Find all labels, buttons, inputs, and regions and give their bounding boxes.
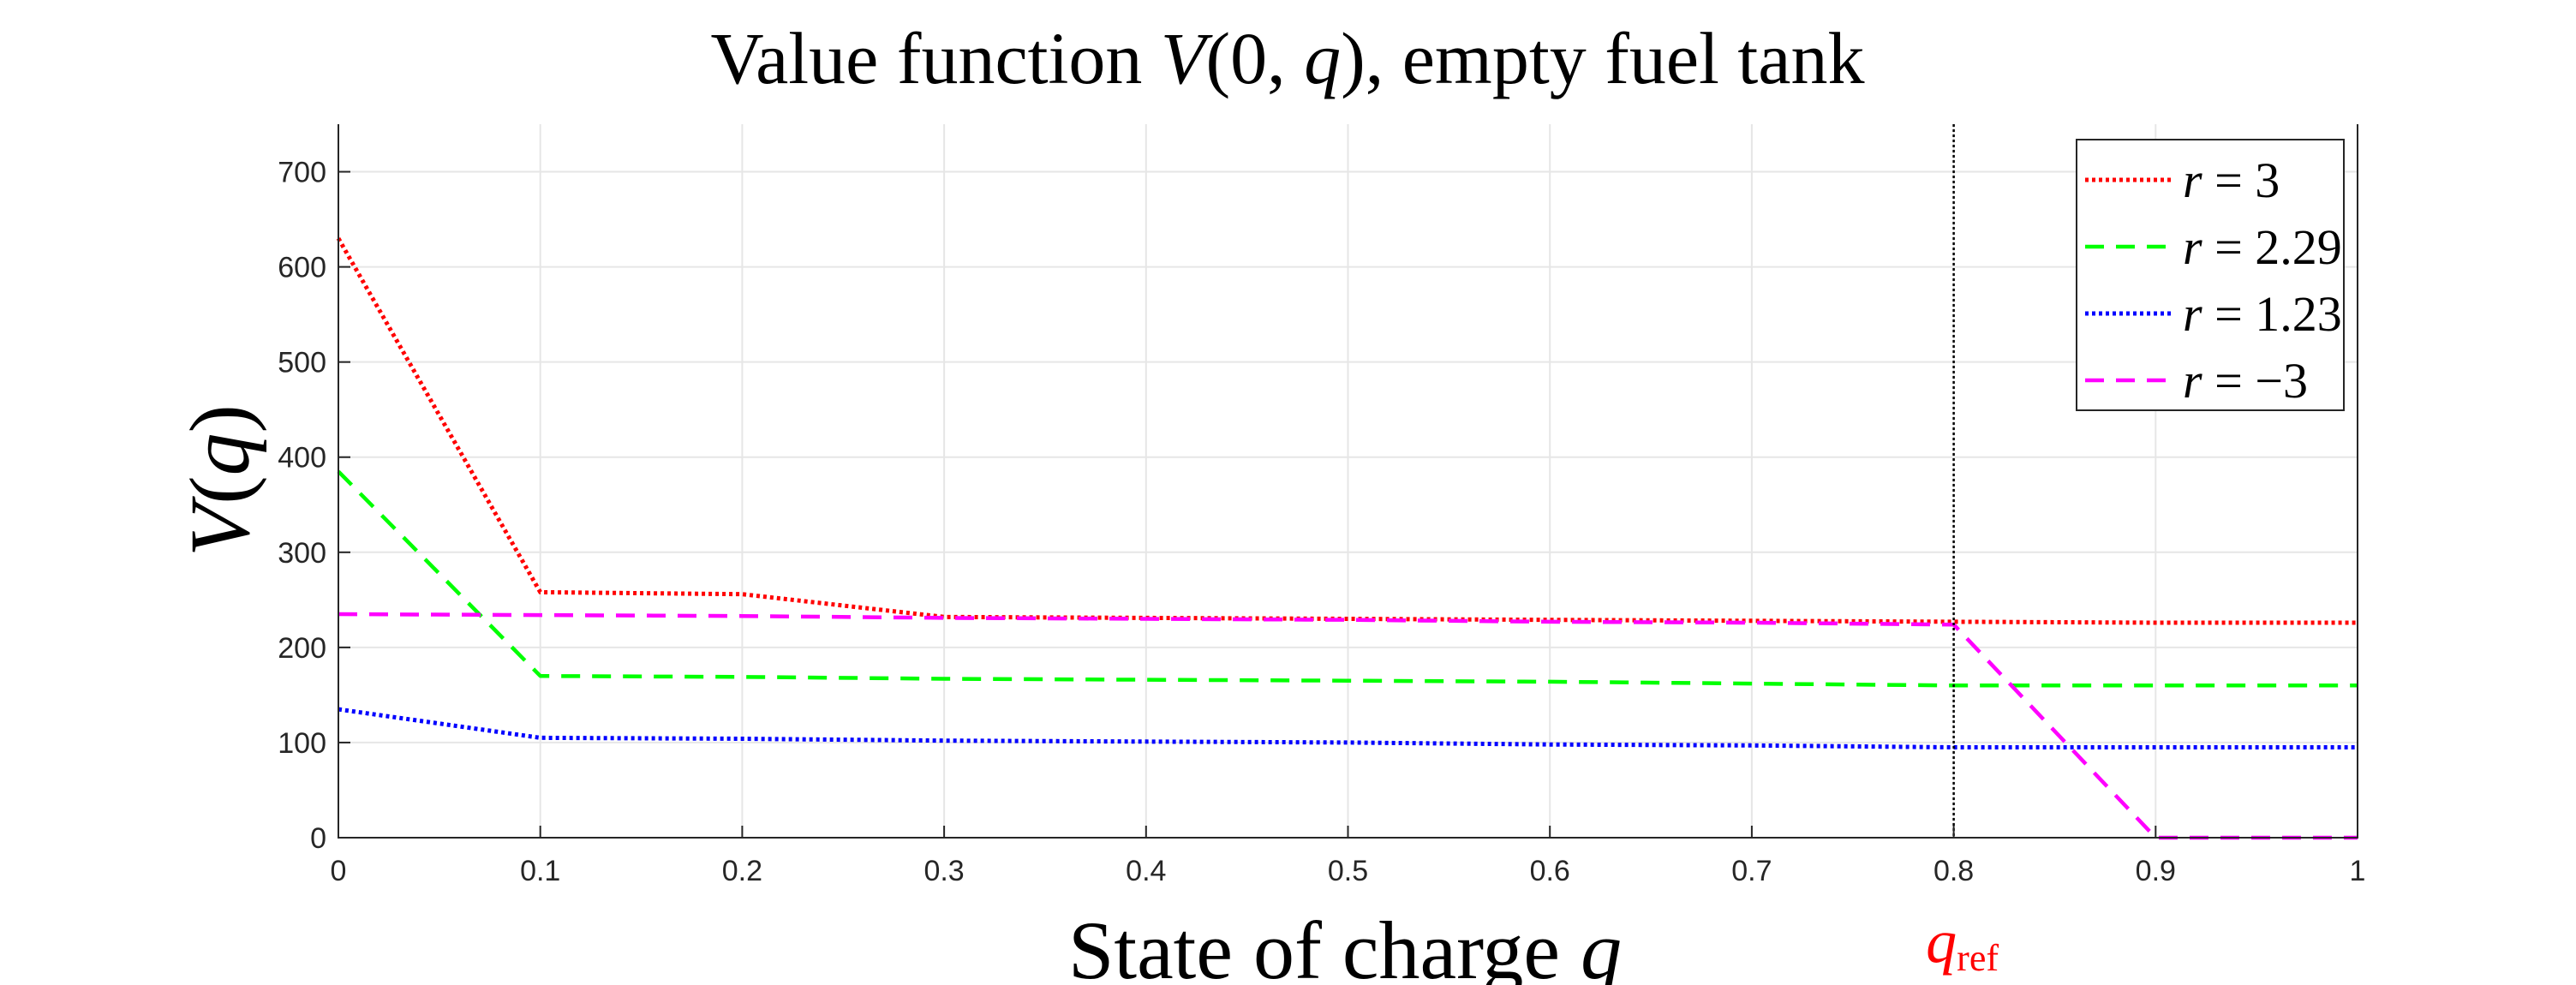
legend: r = 3r = 2.29r = 1.23r = −3 <box>2076 139 2345 411</box>
y-tick-label-7: 700 <box>278 157 326 189</box>
y-ticks: 0 100 200 300 400 500 600 700 <box>278 157 350 855</box>
series-line-3 <box>338 612 2358 840</box>
reference-label: qref <box>1926 907 1999 979</box>
legend-label-2: r = 1.23 <box>2183 286 2342 342</box>
legend-label-1: r = 2.29 <box>2183 219 2342 275</box>
x-tick-label-0: 0 <box>331 855 347 887</box>
x-tick-label-6: 0.6 <box>1530 855 1570 887</box>
y-tick-label-3: 300 <box>278 537 326 570</box>
x-tick-label-8: 0.8 <box>1933 855 1974 887</box>
series-line-0 <box>336 237 2358 625</box>
legend-label-var-0: r <box>2183 152 2202 208</box>
y-tick-label-0: 0 <box>310 822 326 855</box>
legend-label-3: r = −3 <box>2183 353 2308 409</box>
y-tick-label-2: 200 <box>278 632 326 665</box>
x-tick-label-7: 0.7 <box>1731 855 1772 887</box>
y-tick-label-4: 400 <box>278 442 326 475</box>
legend-label-value-3: = −3 <box>2202 353 2308 409</box>
x-tick-label-5: 0.5 <box>1328 855 1368 887</box>
x-axis-label: State of charge q <box>1068 904 1622 985</box>
x-tick-label-4: 0.4 <box>1126 855 1166 887</box>
y-tick-label-1: 100 <box>278 727 326 760</box>
x-tick-label-10: 1 <box>2350 855 2366 887</box>
series-layer <box>336 237 2358 840</box>
series-line-1 <box>337 469 2358 688</box>
chart-title: Value function V(0, q), empty fuel tank <box>711 17 1865 99</box>
y-axis-label: V(q) <box>172 404 267 557</box>
y-tick-label-5: 500 <box>278 347 326 379</box>
x-tick-label-1: 0.1 <box>520 855 560 887</box>
x-tick-label-9: 0.9 <box>2136 855 2176 887</box>
x-tick-label-2: 0.2 <box>722 855 762 887</box>
legend-box <box>2076 139 2345 411</box>
legend-label-value-0: = 3 <box>2202 152 2280 208</box>
legend-label-var-2: r <box>2183 286 2202 342</box>
legend-label-0: r = 3 <box>2183 152 2280 208</box>
legend-label-var-3: r <box>2183 353 2202 409</box>
legend-label-var-1: r <box>2183 219 2202 275</box>
series-line-2 <box>338 707 2358 749</box>
legend-label-value-2: = 1.23 <box>2202 286 2342 342</box>
y-tick-label-6: 600 <box>278 252 326 284</box>
x-tick-label-3: 0.3 <box>923 855 964 887</box>
x-ticks: 0 0.1 0.2 0.3 0.4 0.5 0.6 0.7 0.8 0.9 1 <box>331 826 2366 887</box>
legend-label-value-1: = 2.29 <box>2202 219 2342 275</box>
